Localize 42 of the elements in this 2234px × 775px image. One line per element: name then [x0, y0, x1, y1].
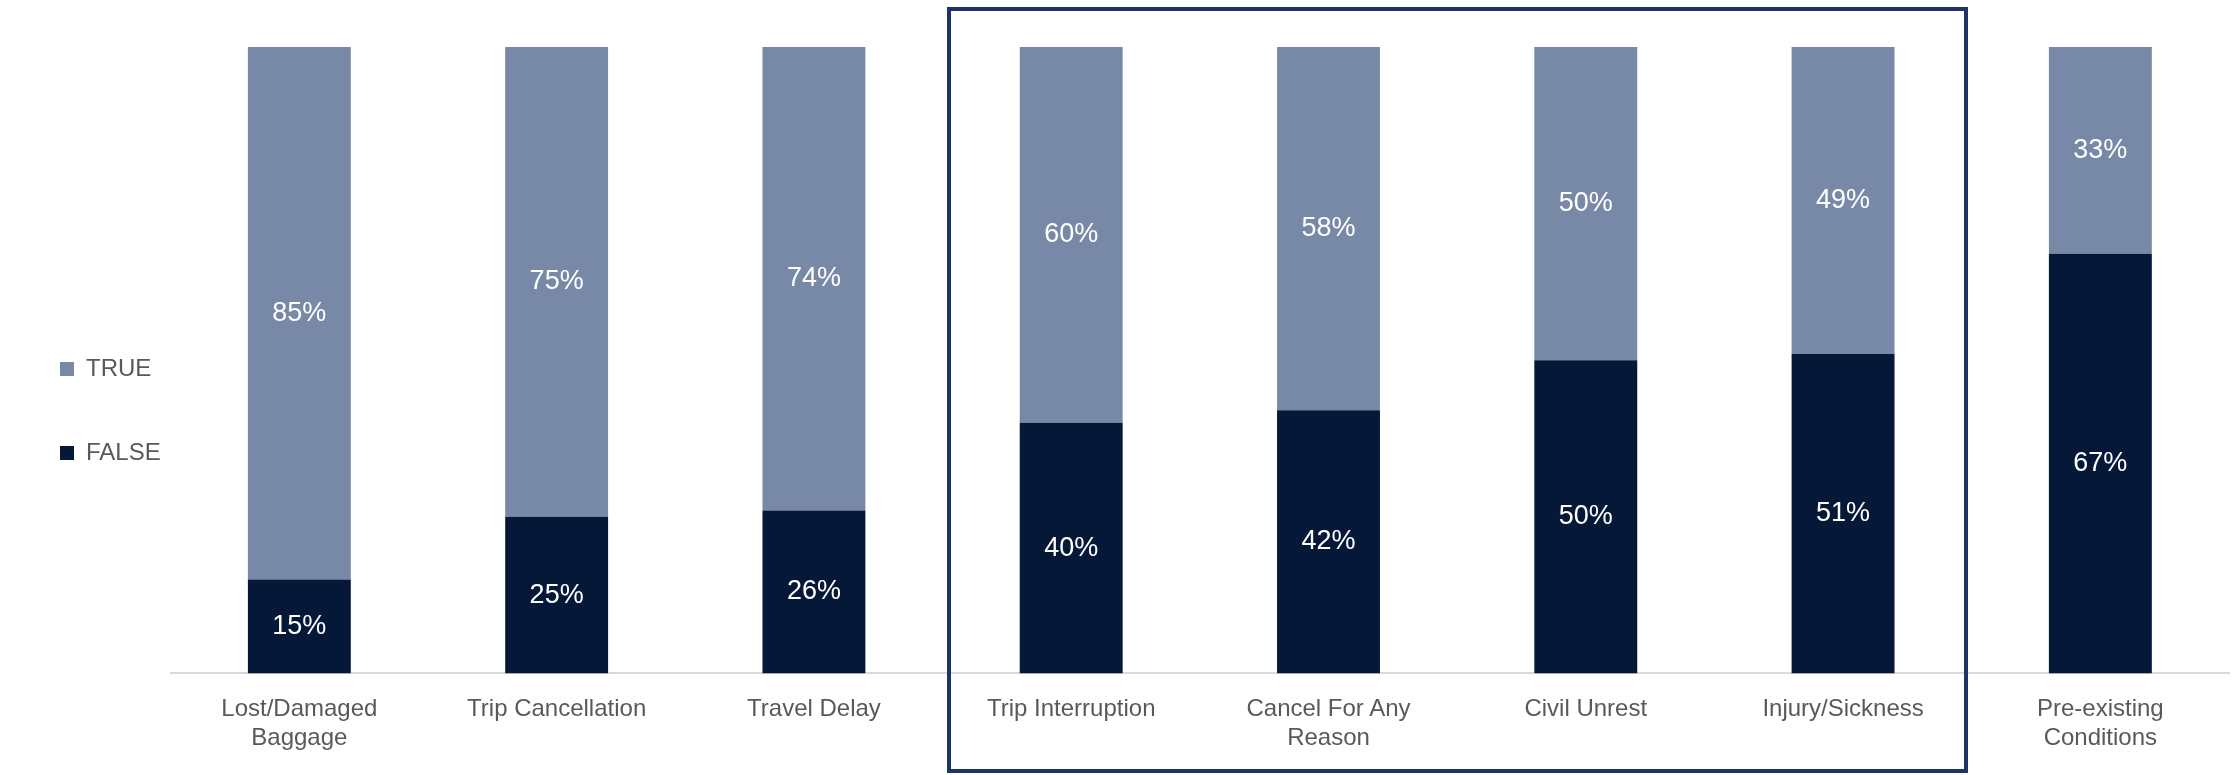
data-label: 50% — [1558, 500, 1613, 531]
legend-label: TRUE — [86, 353, 152, 381]
x-tick-label: Cancel For Any Reason — [1246, 694, 1411, 751]
x-tick-label: Injury/Sickness — [1762, 694, 1924, 722]
data-label: 40% — [1044, 531, 1099, 562]
bar — [1277, 410, 1380, 674]
bar — [1534, 360, 1638, 674]
data-label: 33% — [2073, 133, 2128, 164]
bar — [505, 47, 609, 517]
bar — [762, 47, 866, 511]
data-label: 58% — [1301, 212, 1356, 243]
bar — [247, 47, 351, 580]
data-label: 26% — [786, 575, 841, 606]
bar — [505, 516, 609, 674]
x-tick-label: Pre-existing Conditions — [2037, 694, 2164, 751]
x-tick-label: Trip Cancellation — [467, 694, 647, 722]
bar — [2048, 47, 2152, 254]
bar — [1791, 47, 1895, 354]
x-tick-label: Trip Interruption — [986, 694, 1156, 722]
data-label: 50% — [1558, 187, 1613, 218]
data-label: 85% — [272, 296, 327, 327]
legend-label: FALSE — [86, 437, 161, 465]
bar — [1534, 47, 1638, 361]
x-tick-label: Lost/Damaged Baggage — [221, 694, 378, 751]
data-label: 51% — [1816, 497, 1871, 528]
data-label: 42% — [1301, 525, 1356, 556]
bar — [2048, 253, 2152, 674]
bar — [1019, 422, 1123, 674]
data-label: 49% — [1816, 183, 1871, 214]
bar — [1019, 47, 1123, 423]
bar — [247, 579, 351, 674]
x-tick-label: Travel Delay — [747, 694, 881, 722]
bar — [1791, 353, 1895, 674]
data-label: 74% — [786, 262, 841, 293]
x-tick-label: Civil Unrest — [1524, 694, 1648, 722]
bar — [762, 510, 866, 674]
bar — [1277, 47, 1380, 411]
data-label: 25% — [529, 578, 584, 609]
data-label: 15% — [272, 609, 327, 640]
data-label: 60% — [1044, 218, 1099, 249]
data-label: 67% — [2073, 447, 2128, 478]
data-label: 75% — [529, 265, 584, 296]
